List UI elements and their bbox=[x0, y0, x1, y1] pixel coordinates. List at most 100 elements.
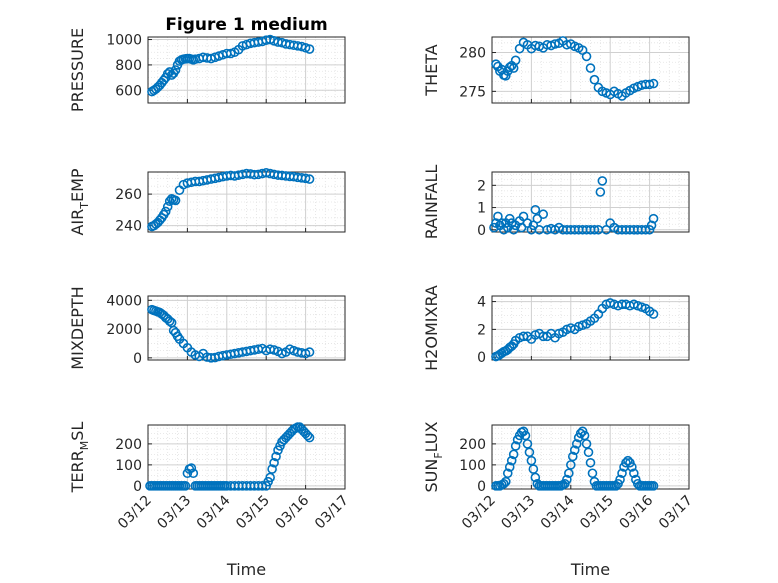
y-tick-label: 2 bbox=[477, 178, 486, 194]
x-tick-label: 03/14 bbox=[538, 492, 578, 532]
data-point bbox=[569, 445, 580, 455]
data-point bbox=[567, 451, 578, 462]
y-tick-label: 280 bbox=[459, 46, 486, 62]
y-tick-label: 260 bbox=[115, 187, 142, 203]
y-tick-label: 800 bbox=[115, 58, 142, 74]
data-point bbox=[304, 432, 315, 443]
data-point bbox=[581, 51, 592, 62]
axes-box bbox=[147, 295, 346, 361]
x-tick-label: 03/13 bbox=[154, 493, 194, 533]
data-point bbox=[530, 472, 541, 483]
x-tick-label: 03/15 bbox=[233, 493, 273, 533]
data-point bbox=[504, 462, 515, 472]
y-axis-label-tail: SL bbox=[68, 422, 87, 441]
data-point bbox=[170, 195, 181, 206]
data-point bbox=[506, 455, 517, 466]
y-tick-label: 1 bbox=[477, 201, 486, 217]
y-axis-label: TERRMSL bbox=[68, 422, 91, 494]
y-axis-label-main: PRESSURE bbox=[68, 28, 87, 112]
subplot-rainfall: 0 1 2 RAINFALL bbox=[422, 165, 690, 240]
data-point bbox=[500, 71, 511, 81]
data-point bbox=[648, 213, 659, 224]
subplot-terr-msl: 0 100 200 TERRMSL 03/12 03/13 03/14 03/15 03/16 0… bbox=[68, 422, 352, 579]
y-axis-label-main: THETA bbox=[422, 44, 441, 96]
y-axis-label-tail: EMP bbox=[68, 168, 87, 202]
data-point bbox=[162, 201, 173, 212]
data-point bbox=[267, 464, 277, 474]
x-axis-label: Time bbox=[570, 560, 610, 579]
data-point bbox=[510, 55, 521, 66]
y-axis-label-main: H2OMIXRA bbox=[422, 285, 441, 371]
data-point bbox=[629, 468, 639, 479]
x-tick-label: 03/14 bbox=[194, 492, 234, 532]
data-point bbox=[502, 468, 513, 479]
data-point bbox=[489, 222, 499, 233]
y-axis-label: RAINFALL bbox=[422, 165, 441, 240]
data-point bbox=[186, 463, 197, 473]
subplot-sun-flux: 0 100 200 SUNFLUX 03/12 03/13 03/14 03/15 03/16 0… bbox=[422, 421, 696, 579]
subplot-air-temp: 240 260 AIRTEMP bbox=[68, 167, 346, 236]
subplot-h2omixra: 0 2 4 H2OMIXRA bbox=[422, 285, 690, 371]
data-point bbox=[491, 59, 501, 69]
data-point bbox=[589, 224, 600, 235]
data-point bbox=[595, 187, 606, 197]
y-tick-label: 2000 bbox=[106, 322, 142, 338]
data-point bbox=[520, 430, 531, 441]
y-tick-label: 0 bbox=[477, 223, 486, 239]
y-tick-label: 4 bbox=[477, 295, 486, 311]
data-point bbox=[160, 206, 171, 217]
data-point bbox=[646, 220, 657, 231]
data-point bbox=[644, 224, 655, 235]
subplot-theta: 275 280 THETA bbox=[422, 36, 690, 104]
data-point bbox=[180, 481, 191, 491]
y-tick-label: 1000 bbox=[106, 33, 142, 49]
y-axis-label: THETA bbox=[422, 44, 441, 96]
y-axis-label-main: TERR bbox=[68, 450, 87, 493]
y-tick-label: 4000 bbox=[106, 293, 142, 309]
y-axis-label-subscript: T bbox=[78, 202, 91, 210]
x-tick-label: 03/16 bbox=[273, 492, 313, 532]
data-point bbox=[581, 439, 592, 449]
y-axis-label: H2OMIXRA bbox=[422, 285, 441, 371]
data-point bbox=[648, 309, 659, 319]
y-tick-label: 600 bbox=[115, 83, 142, 99]
data-point bbox=[644, 79, 655, 90]
data-point bbox=[271, 451, 281, 462]
data-point bbox=[583, 447, 594, 458]
y-axis-label-main: SUN bbox=[422, 459, 441, 493]
y-axis-label-subscript: M bbox=[78, 441, 91, 451]
data-point bbox=[640, 224, 651, 235]
y-axis-label-subscript: F bbox=[432, 452, 445, 458]
data-point bbox=[530, 204, 541, 215]
data-point bbox=[627, 462, 637, 472]
x-tick-label: 03/17 bbox=[656, 493, 696, 533]
x-tick-label: 03/13 bbox=[498, 493, 538, 533]
data-point bbox=[550, 39, 560, 49]
data-point bbox=[499, 478, 509, 489]
axes-box bbox=[491, 295, 690, 361]
data-point bbox=[168, 325, 179, 336]
data-point bbox=[302, 430, 313, 441]
data-point bbox=[617, 468, 627, 479]
data-point bbox=[585, 457, 596, 468]
axes-box bbox=[491, 36, 690, 104]
x-tick-label: 03/12 bbox=[115, 493, 155, 533]
y-tick-label: 240 bbox=[115, 219, 142, 235]
x-tick-label: 03/15 bbox=[577, 493, 617, 533]
y-tick-label: 100 bbox=[459, 458, 486, 474]
y-tick-label: 0 bbox=[477, 350, 486, 366]
y-tick-label: 200 bbox=[459, 437, 486, 453]
y-tick-label: 0 bbox=[477, 479, 486, 495]
y-tick-label: 100 bbox=[115, 458, 142, 474]
y-axis-label: SUNFLUX bbox=[422, 421, 445, 492]
data-point bbox=[565, 460, 576, 470]
data-point bbox=[587, 468, 598, 479]
data-point bbox=[589, 74, 600, 85]
data-point bbox=[188, 468, 199, 479]
y-axis-label-main: MIXDEPTH bbox=[68, 286, 87, 369]
y-tick-label: 0 bbox=[133, 351, 142, 367]
data-point bbox=[500, 476, 511, 487]
data-point bbox=[300, 173, 311, 184]
